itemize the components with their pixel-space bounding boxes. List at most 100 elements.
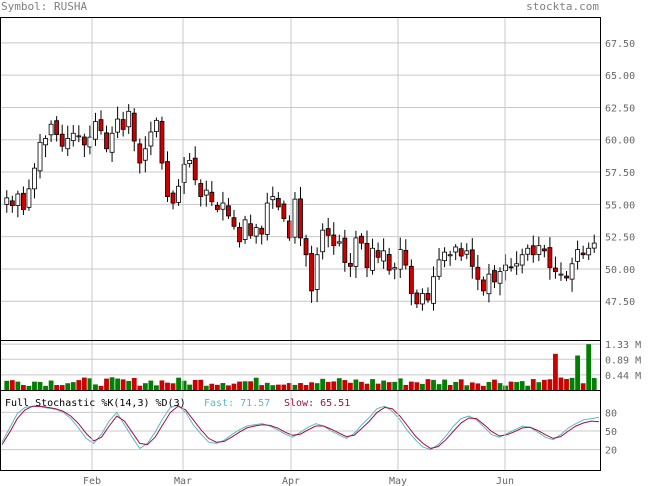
- candle-body: [65, 138, 71, 150]
- candle-body: [359, 235, 364, 244]
- candle-body: [159, 121, 165, 164]
- price-tick-label: 60.00: [605, 136, 635, 147]
- volume-bar: [15, 381, 21, 390]
- candle-body: [120, 119, 126, 130]
- candle-body: [214, 204, 220, 210]
- volume-panel: 1.33 M 0.89 M 0.44 M: [0, 340, 641, 390]
- candle-body: [115, 118, 121, 133]
- fast-legend: Fast: 71.57: [204, 398, 270, 409]
- candle-body: [525, 247, 531, 255]
- volume-bar: [336, 378, 342, 390]
- candle-body: [303, 238, 309, 256]
- price-panel: 67.50 65.00 62.50 60.00 57.50 55.00 52.50 50.00…: [0, 39, 635, 311]
- candle-body: [447, 254, 453, 257]
- x-tick-label: May: [389, 476, 407, 486]
- slow-legend: Slow: 65.51: [284, 398, 350, 409]
- candle-body: [425, 293, 431, 301]
- candle-body: [469, 249, 475, 267]
- candle-body: [93, 121, 98, 140]
- candle-body: [503, 264, 508, 271]
- candle-body: [192, 157, 198, 181]
- candle-body: [76, 135, 82, 138]
- candle-body: [275, 197, 281, 208]
- price-tick-label: 67.50: [605, 39, 635, 50]
- volume-tick-label: 0.44 M: [605, 371, 641, 382]
- candle-body: [142, 148, 148, 161]
- candle-body: [220, 202, 226, 210]
- volume-bar: [331, 381, 337, 390]
- candle-body: [48, 123, 54, 136]
- volume-bar: [109, 377, 115, 390]
- volume-bar: [309, 382, 314, 390]
- candle-body: [586, 247, 592, 256]
- candle-body: [264, 202, 270, 235]
- volume-bar: [165, 382, 170, 390]
- candle-body: [547, 247, 553, 269]
- candle-body: [541, 248, 547, 252]
- candle-body: [203, 189, 209, 196]
- candle-body: [336, 241, 342, 244]
- candle-body: [259, 227, 265, 235]
- candle-body: [198, 183, 204, 197]
- slow-line: [1, 405, 600, 449]
- candle-body: [281, 203, 287, 219]
- volume-bar: [458, 379, 464, 390]
- volume-bar: [242, 381, 248, 390]
- volume-bar: [176, 377, 181, 390]
- stochastic-tick-label: 50: [605, 427, 617, 438]
- x-tick-label: Apr: [282, 476, 300, 486]
- candle-body: [15, 193, 21, 206]
- volume-bar: [364, 383, 370, 390]
- candle-body: [408, 265, 414, 294]
- volume-bar: [519, 381, 525, 390]
- candle-body: [253, 227, 259, 237]
- volume-bar: [20, 385, 26, 390]
- panel-frame: [0, 17, 601, 341]
- candle-body: [20, 192, 26, 210]
- volume-bar: [148, 380, 154, 390]
- candle-body: [59, 133, 65, 147]
- price-tick-label: 65.00: [605, 71, 635, 82]
- candle-body: [453, 246, 459, 253]
- volume-bar: [43, 385, 48, 390]
- candle-body: [137, 143, 143, 164]
- candle-body: [165, 161, 170, 197]
- candle-body: [176, 185, 181, 203]
- candle-body: [320, 229, 326, 253]
- candle-body: [508, 266, 514, 269]
- volume-bar: [580, 383, 586, 390]
- volume-bar: [275, 384, 281, 390]
- candle-body: [381, 250, 387, 262]
- candle-body: [442, 251, 447, 262]
- volume-bar: [447, 384, 453, 390]
- stochastic-tick-label: 80: [605, 408, 617, 419]
- candle-body: [492, 270, 497, 283]
- candle-body: [104, 132, 109, 150]
- candle-body: [553, 267, 558, 272]
- candle-body: [370, 247, 375, 271]
- candle-body: [580, 252, 586, 256]
- price-tick-label: 55.00: [605, 200, 635, 211]
- candle-body: [536, 245, 542, 255]
- volume-bar: [98, 385, 104, 390]
- candle-body: [431, 276, 436, 304]
- candle-body: [70, 132, 76, 141]
- volume-bar: [214, 384, 220, 390]
- volume-bar: [453, 381, 459, 390]
- volume-bar: [237, 381, 242, 390]
- volume-bar: [70, 382, 76, 390]
- candle-body: [530, 245, 536, 256]
- candle-body: [154, 119, 159, 132]
- volume-bar: [503, 385, 508, 390]
- volume-bar: [386, 382, 392, 390]
- volume-bar: [591, 378, 597, 390]
- candle-body: [414, 292, 420, 305]
- candle-body: [43, 138, 48, 146]
- volume-bar: [120, 379, 126, 390]
- volume-bar: [54, 385, 60, 390]
- volume-bar: [26, 385, 32, 390]
- candle-body: [558, 273, 564, 276]
- volume-bar: [469, 382, 475, 390]
- volume-bar: [464, 385, 470, 390]
